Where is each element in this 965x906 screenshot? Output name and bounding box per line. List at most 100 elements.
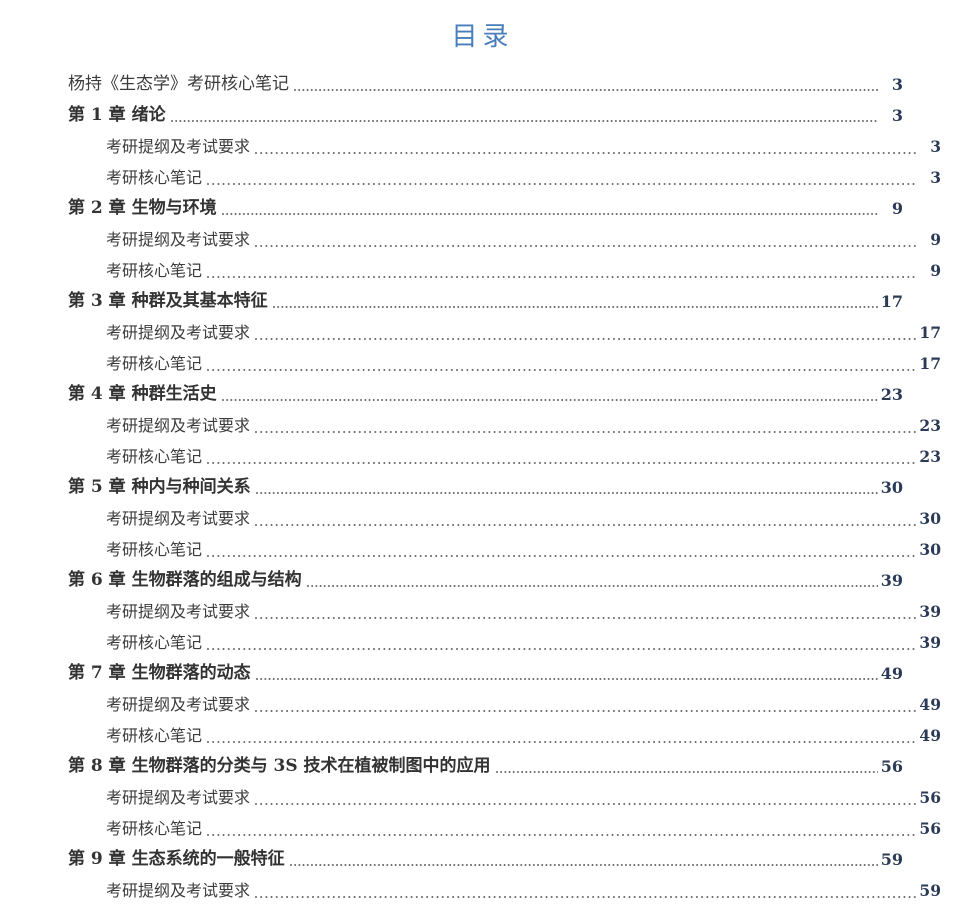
toc-entry-page-number: 49	[880, 664, 903, 684]
toc-entry-label: 考研核心笔记	[106, 726, 203, 746]
toc-entry-label: 第 4 章 种群生活史	[68, 384, 217, 405]
toc-subentry[interactable]: 考研提纲及考试要求 23	[68, 410, 941, 441]
toc-entry-page-number: 39	[880, 571, 903, 591]
toc-entry-page-number: 59	[880, 850, 903, 870]
dot-leader	[207, 720, 916, 751]
toc-entry[interactable]: 杨持《生态学》考研核心笔记 3	[68, 69, 903, 100]
dot-leader	[170, 100, 878, 131]
toc-entry-page-number: 3	[891, 106, 903, 126]
toc-entry-page-number: 39	[919, 602, 941, 622]
toc-subentry[interactable]: 考研核心笔记 39	[68, 627, 941, 658]
toc-subentry[interactable]: 考研核心笔记 3	[68, 162, 941, 193]
toc-entry-label: 考研提纲及考试要求	[106, 323, 251, 343]
dot-leader	[255, 472, 878, 503]
toc-subentry[interactable]: 考研核心笔记 17	[68, 348, 941, 379]
toc-entry-label: 考研核心笔记	[106, 819, 203, 839]
toc-entry-label: 考研提纲及考试要求	[106, 695, 251, 715]
dot-leader	[255, 875, 916, 906]
toc-entry-label: 考研提纲及考试要求	[106, 881, 251, 901]
dot-leader	[255, 224, 916, 255]
toc-entry-label: 考研提纲及考试要求	[106, 416, 251, 436]
dot-leader	[255, 131, 916, 162]
toc-entry[interactable]: 第 3 章 种群及其基本特征 17	[68, 286, 903, 317]
dot-leader	[255, 317, 916, 348]
page-title: 目录	[451, 22, 514, 52]
toc-entry-label: 第 9 章 生态系统的一般特征	[68, 849, 285, 870]
dot-leader	[294, 69, 878, 100]
toc-entry-page-number: 59	[919, 881, 941, 901]
dot-leader	[255, 658, 878, 689]
dot-leader	[207, 441, 916, 472]
toc-entry-label: 第 2 章 生物与环境	[68, 198, 217, 219]
toc-entry-label: 考研核心笔记	[106, 261, 203, 281]
dot-leader	[207, 534, 916, 565]
toc-entry-label: 考研提纲及考试要求	[106, 137, 251, 157]
toc-entry-label: 第 8 章 生物群落的分类与 3S 技术在植被制图中的应用	[68, 756, 491, 777]
toc-subentry[interactable]: 考研核心笔记 9	[68, 255, 941, 286]
toc-entry-page-number: 3	[891, 75, 903, 95]
dot-leader	[255, 782, 916, 813]
dot-leader	[207, 162, 916, 193]
toc-entry[interactable]: 第 1 章 绪论 3	[68, 100, 903, 131]
toc-subentry[interactable]: 考研核心笔记 56	[68, 813, 941, 844]
toc-entry-page-number: 39	[919, 633, 941, 653]
toc-subentry[interactable]: 考研提纲及考试要求 30	[68, 503, 941, 534]
toc-entry-label: 考研核心笔记	[106, 540, 203, 560]
dot-leader	[255, 410, 916, 441]
toc-subentry[interactable]: 考研提纲及考试要求 59	[68, 875, 941, 906]
toc-subentry[interactable]: 考研提纲及考试要求 39	[68, 596, 941, 627]
dot-leader	[495, 751, 878, 782]
toc-entry-page-number: 30	[880, 478, 903, 498]
toc-entry-label: 考研核心笔记	[106, 447, 203, 467]
dot-leader	[255, 689, 916, 720]
toc-list: 杨持《生态学》考研核心笔记 3 第 1 章 绪论 3 考研提纲及考试要求 3 考研核心笔记 3…	[0, 69, 965, 906]
toc-entry-page-number: 56	[919, 788, 941, 808]
toc-entry-page-number: 56	[919, 819, 941, 839]
toc-entry-page-number: 17	[880, 292, 903, 312]
toc-entry-page-number: 49	[919, 695, 941, 715]
toc-subentry[interactable]: 考研提纲及考试要求 9	[68, 224, 941, 255]
dot-leader	[272, 286, 878, 317]
toc-entry-label: 第 3 章 种群及其基本特征	[68, 291, 268, 312]
toc-subentry[interactable]: 考研提纲及考试要求 3	[68, 131, 941, 162]
toc-entry[interactable]: 第 7 章 生物群落的动态 49	[68, 658, 903, 689]
toc-entry-page-number: 30	[919, 540, 941, 560]
dot-leader	[207, 813, 916, 844]
toc-entry-label: 第 1 章 绪论	[68, 105, 166, 126]
toc-entry[interactable]: 第 5 章 种内与种间关系 30	[68, 472, 903, 503]
toc-subentry[interactable]: 考研核心笔记 23	[68, 441, 941, 472]
toc-entry-page-number: 9	[891, 199, 903, 219]
toc-subentry[interactable]: 考研提纲及考试要求 56	[68, 782, 941, 813]
dot-leader	[255, 596, 916, 627]
dot-leader	[207, 255, 916, 286]
toc-entry-page-number: 17	[919, 354, 941, 374]
toc-subentry[interactable]: 考研核心笔记 30	[68, 534, 941, 565]
toc-entry[interactable]: 第 6 章 生物群落的组成与结构 39	[68, 565, 903, 596]
toc-entry[interactable]: 第 8 章 生物群落的分类与 3S 技术在植被制图中的应用 56	[68, 751, 903, 782]
toc-entry-page-number: 3	[930, 168, 941, 188]
toc-entry-page-number: 3	[930, 137, 941, 157]
toc-entry-page-number: 9	[930, 261, 941, 281]
toc-entry-page-number: 49	[919, 726, 941, 746]
toc-entry[interactable]: 第 4 章 种群生活史 23	[68, 379, 903, 410]
dot-leader	[221, 379, 878, 410]
toc-entry-page-number: 30	[919, 509, 941, 529]
toc-entry[interactable]: 第 9 章 生态系统的一般特征 59	[68, 844, 903, 875]
toc-entry-label: 考研核心笔记	[106, 168, 203, 188]
toc-entry[interactable]: 第 2 章 生物与环境 9	[68, 193, 903, 224]
toc-subentry[interactable]: 考研提纲及考试要求 17	[68, 317, 941, 348]
toc-entry-label: 杨持《生态学》考研核心笔记	[68, 74, 289, 95]
toc-entry-label: 考研提纲及考试要求	[106, 788, 251, 808]
toc-entry-page-number: 9	[930, 230, 941, 250]
toc-entry-page-number: 17	[919, 323, 941, 343]
document-page: 目录 杨持《生态学》考研核心笔记 3 第 1 章 绪论 3 考研提纲及考试要求 3 考研核心…	[68, 22, 941, 901]
dot-leader	[207, 348, 916, 379]
toc-entry-page-number: 56	[880, 757, 903, 777]
dot-leader	[255, 503, 916, 534]
toc-subentry[interactable]: 考研核心笔记 49	[68, 720, 941, 751]
toc-entry-label: 考研提纲及考试要求	[106, 509, 251, 529]
toc-entry-label: 考研提纲及考试要求	[106, 602, 251, 622]
dot-leader	[289, 844, 878, 875]
toc-entry-label: 第 6 章 生物群落的组成与结构	[68, 570, 302, 591]
toc-subentry[interactable]: 考研提纲及考试要求 49	[68, 689, 941, 720]
